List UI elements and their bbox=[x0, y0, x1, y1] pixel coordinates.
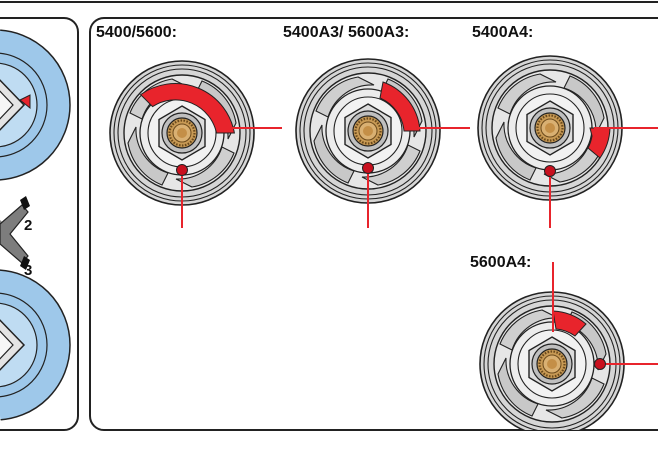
callout-3: 3 bbox=[24, 262, 33, 279]
label-5400a3-5600a3: 5400A3/ 5600A3: bbox=[283, 24, 410, 41]
valve-5400a3-5600a3 bbox=[294, 57, 470, 228]
label-5400a4: 5400A4: bbox=[472, 24, 534, 41]
left-panel-art bbox=[0, 29, 71, 421]
valve-5400a4 bbox=[476, 54, 658, 228]
valve-5600a4 bbox=[478, 262, 658, 430]
label-5400-5600: 5400/5600: bbox=[96, 24, 177, 41]
right-panel-frame bbox=[89, 17, 658, 431]
blue-disc-top bbox=[0, 29, 71, 181]
valve-5400-5600 bbox=[108, 59, 282, 228]
left-panel-frame bbox=[0, 17, 79, 431]
connector-x bbox=[0, 196, 30, 270]
blue-disc-bottom bbox=[0, 269, 71, 421]
label-5600a4: 5600A4: bbox=[470, 254, 532, 271]
callout-2: 2 bbox=[24, 217, 33, 234]
